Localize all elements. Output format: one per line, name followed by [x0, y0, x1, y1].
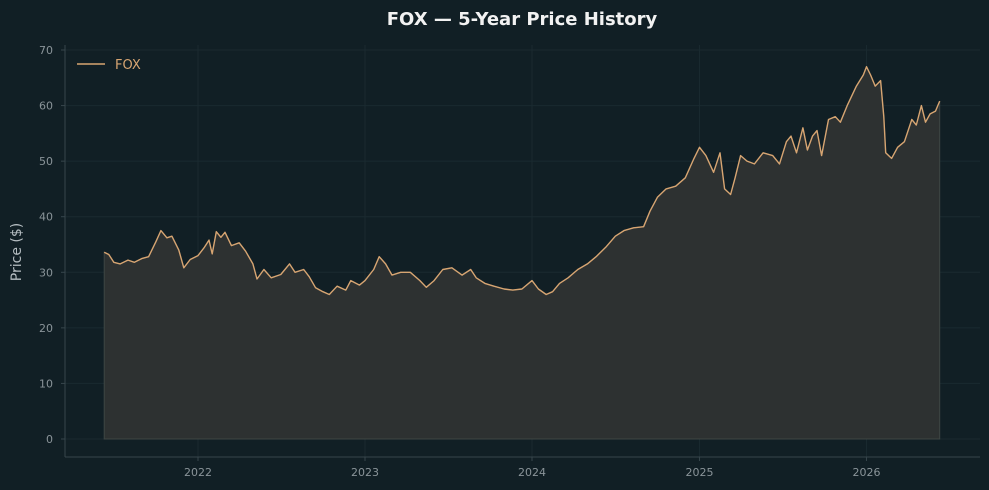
y-tick-label: 60: [39, 100, 53, 113]
chart-title: FOX — 5-Year Price History: [387, 9, 658, 30]
x-ticks: 2022 2023 2024 2025 2026: [184, 457, 880, 479]
y-tick-label: 70: [39, 44, 53, 57]
y-ticks: 0 10 20 30 40 50 60 70: [39, 44, 65, 446]
y-tick-label: 40: [39, 211, 53, 224]
axes: [64, 45, 980, 458]
y-tick-label: 50: [39, 155, 53, 168]
y-tick-label: 20: [39, 322, 53, 335]
y-tick-label: 10: [39, 377, 53, 390]
x-tick-label: 2023: [351, 466, 379, 479]
series-line-fox: [103, 66, 941, 296]
y-tick-label: 0: [46, 433, 53, 446]
y-axis-title: Price ($): [9, 223, 25, 281]
x-tick-label: 2024: [518, 466, 546, 479]
legend: FOX: [77, 58, 141, 73]
x-tick-label: 2022: [184, 466, 212, 479]
y-tick-label: 30: [39, 266, 53, 279]
legend-label: FOX: [115, 58, 141, 73]
price-line: [103, 66, 941, 296]
x-tick-label: 2025: [685, 466, 713, 479]
x-tick-label: 2026: [852, 466, 880, 479]
